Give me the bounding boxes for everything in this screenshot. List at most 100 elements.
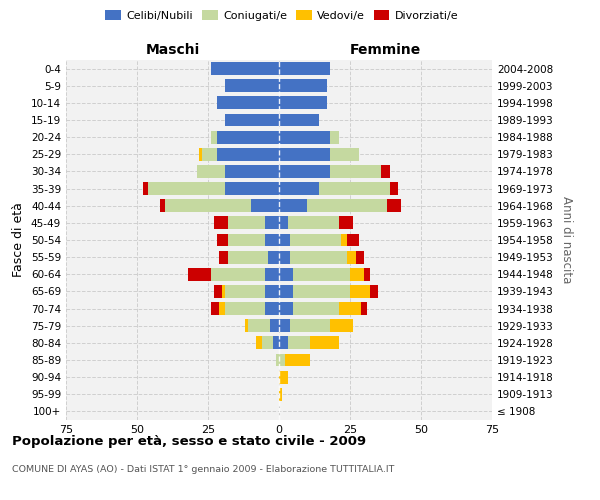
Bar xyxy=(276,354,279,366)
Bar xyxy=(217,148,279,160)
Bar xyxy=(214,285,222,298)
Bar xyxy=(330,165,381,178)
Bar xyxy=(279,96,327,110)
Bar xyxy=(222,285,225,298)
Bar xyxy=(279,80,327,92)
Bar xyxy=(381,165,390,178)
Bar xyxy=(251,200,279,212)
Bar xyxy=(279,130,330,143)
Bar xyxy=(228,234,265,246)
Bar xyxy=(220,302,225,315)
Bar xyxy=(387,200,401,212)
Bar xyxy=(279,370,287,384)
Bar xyxy=(214,216,228,230)
Bar xyxy=(248,320,271,332)
Bar xyxy=(284,354,310,366)
Bar xyxy=(274,336,279,349)
Bar xyxy=(197,165,225,178)
Bar xyxy=(279,234,290,246)
Bar xyxy=(347,250,356,264)
Text: Popolazione per età, sesso e stato civile - 2009: Popolazione per età, sesso e stato civil… xyxy=(12,435,366,448)
Bar xyxy=(211,268,265,280)
Bar xyxy=(279,62,330,75)
Y-axis label: Anni di nascita: Anni di nascita xyxy=(560,196,573,284)
Bar xyxy=(330,130,338,143)
Bar xyxy=(256,336,262,349)
Bar xyxy=(307,200,387,212)
Bar xyxy=(245,320,248,332)
Bar xyxy=(225,114,279,126)
Bar xyxy=(350,268,364,280)
Bar xyxy=(279,336,287,349)
Bar xyxy=(290,320,330,332)
Bar xyxy=(356,250,364,264)
Bar xyxy=(279,182,319,195)
Bar xyxy=(364,268,370,280)
Bar xyxy=(225,302,265,315)
Bar xyxy=(225,182,279,195)
Bar xyxy=(293,268,350,280)
Bar xyxy=(361,302,367,315)
Bar xyxy=(293,302,338,315)
Bar xyxy=(287,216,338,230)
Bar xyxy=(279,354,284,366)
Bar xyxy=(290,234,341,246)
Bar xyxy=(268,250,279,264)
Bar xyxy=(211,302,220,315)
Bar xyxy=(330,148,359,160)
Bar xyxy=(279,165,330,178)
Bar xyxy=(279,148,330,160)
Bar xyxy=(188,268,211,280)
Bar xyxy=(265,302,279,315)
Bar xyxy=(202,148,217,160)
Bar xyxy=(279,114,319,126)
Bar xyxy=(338,302,361,315)
Bar xyxy=(279,302,293,315)
Bar xyxy=(220,250,228,264)
Bar xyxy=(265,285,279,298)
Bar xyxy=(166,200,251,212)
Bar xyxy=(211,130,217,143)
Bar xyxy=(370,285,379,298)
Text: Maschi: Maschi xyxy=(145,42,200,56)
Bar xyxy=(279,320,290,332)
Bar xyxy=(310,336,338,349)
Bar xyxy=(347,234,359,246)
Bar xyxy=(350,285,370,298)
Bar xyxy=(225,285,265,298)
Legend: Celibi/Nubili, Coniugati/e, Vedovi/e, Divorziati/e: Celibi/Nubili, Coniugati/e, Vedovi/e, Di… xyxy=(101,6,463,25)
Text: COMUNE DI AYAS (AO) - Dati ISTAT 1° gennaio 2009 - Elaborazione TUTTITALIA.IT: COMUNE DI AYAS (AO) - Dati ISTAT 1° genn… xyxy=(12,465,394,474)
Bar xyxy=(265,268,279,280)
Bar xyxy=(228,250,268,264)
Text: Femmine: Femmine xyxy=(350,42,421,56)
Bar xyxy=(217,96,279,110)
Bar xyxy=(225,80,279,92)
Bar xyxy=(279,388,282,400)
Bar xyxy=(228,216,265,230)
Bar xyxy=(217,130,279,143)
Bar xyxy=(390,182,398,195)
Bar xyxy=(319,182,390,195)
Y-axis label: Fasce di età: Fasce di età xyxy=(13,202,25,278)
Bar xyxy=(287,336,310,349)
Bar xyxy=(279,250,290,264)
Bar xyxy=(225,165,279,178)
Bar xyxy=(262,336,274,349)
Bar xyxy=(199,148,202,160)
Bar xyxy=(293,285,350,298)
Bar xyxy=(279,285,293,298)
Bar xyxy=(290,250,347,264)
Bar xyxy=(265,234,279,246)
Bar xyxy=(330,320,353,332)
Bar xyxy=(341,234,347,246)
Bar xyxy=(143,182,148,195)
Bar xyxy=(279,200,307,212)
Bar xyxy=(265,216,279,230)
Bar xyxy=(148,182,225,195)
Bar xyxy=(279,216,287,230)
Bar xyxy=(217,234,228,246)
Bar xyxy=(160,200,166,212)
Bar xyxy=(338,216,353,230)
Bar xyxy=(271,320,279,332)
Bar xyxy=(211,62,279,75)
